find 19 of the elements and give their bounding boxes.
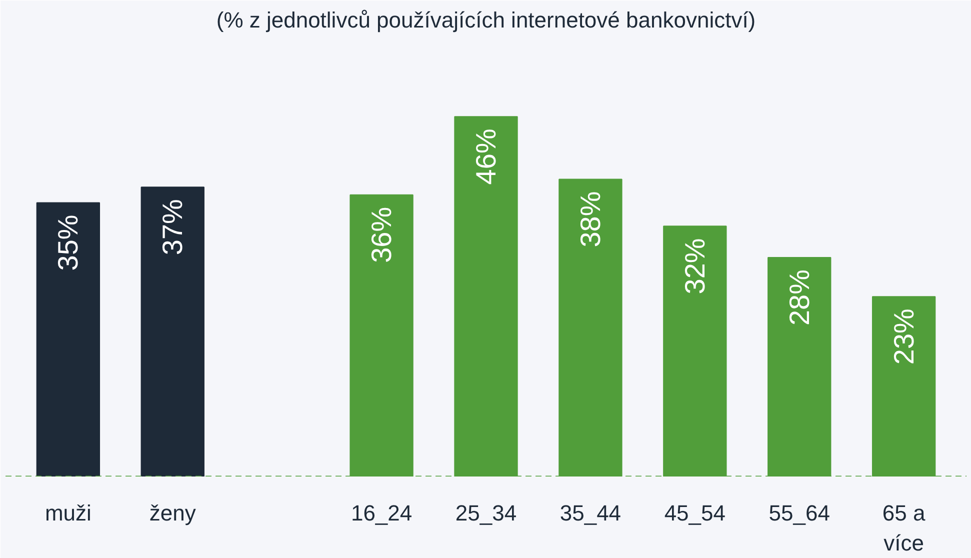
- data-label: 23%: [888, 308, 920, 365]
- data-label: 28%: [784, 269, 815, 326]
- x-tick-label: ženy: [149, 500, 196, 526]
- data-label: 37%: [157, 199, 188, 256]
- x-tick-label: 65 a více: [882, 500, 926, 556]
- x-tick-label: 35_44: [560, 500, 622, 526]
- data-label: 32%: [679, 238, 710, 294]
- x-tick-label: 45_54: [664, 500, 726, 526]
- x-tick-label: 16_24: [350, 500, 412, 526]
- data-label: 36%: [366, 206, 398, 263]
- bar: [36, 202, 100, 476]
- x-tick-label: 25_34: [455, 500, 517, 526]
- bar: [140, 186, 204, 476]
- data-label: 46%: [470, 128, 502, 185]
- chart-subtitle: (% z jednotlivců používajících internetové bankovnictví): [216, 8, 756, 32]
- x-tick-label: 55_64: [768, 500, 830, 526]
- data-label: 38%: [574, 191, 606, 248]
- data-label: 35%: [52, 214, 84, 271]
- x-tick-label: muži: [44, 500, 92, 526]
